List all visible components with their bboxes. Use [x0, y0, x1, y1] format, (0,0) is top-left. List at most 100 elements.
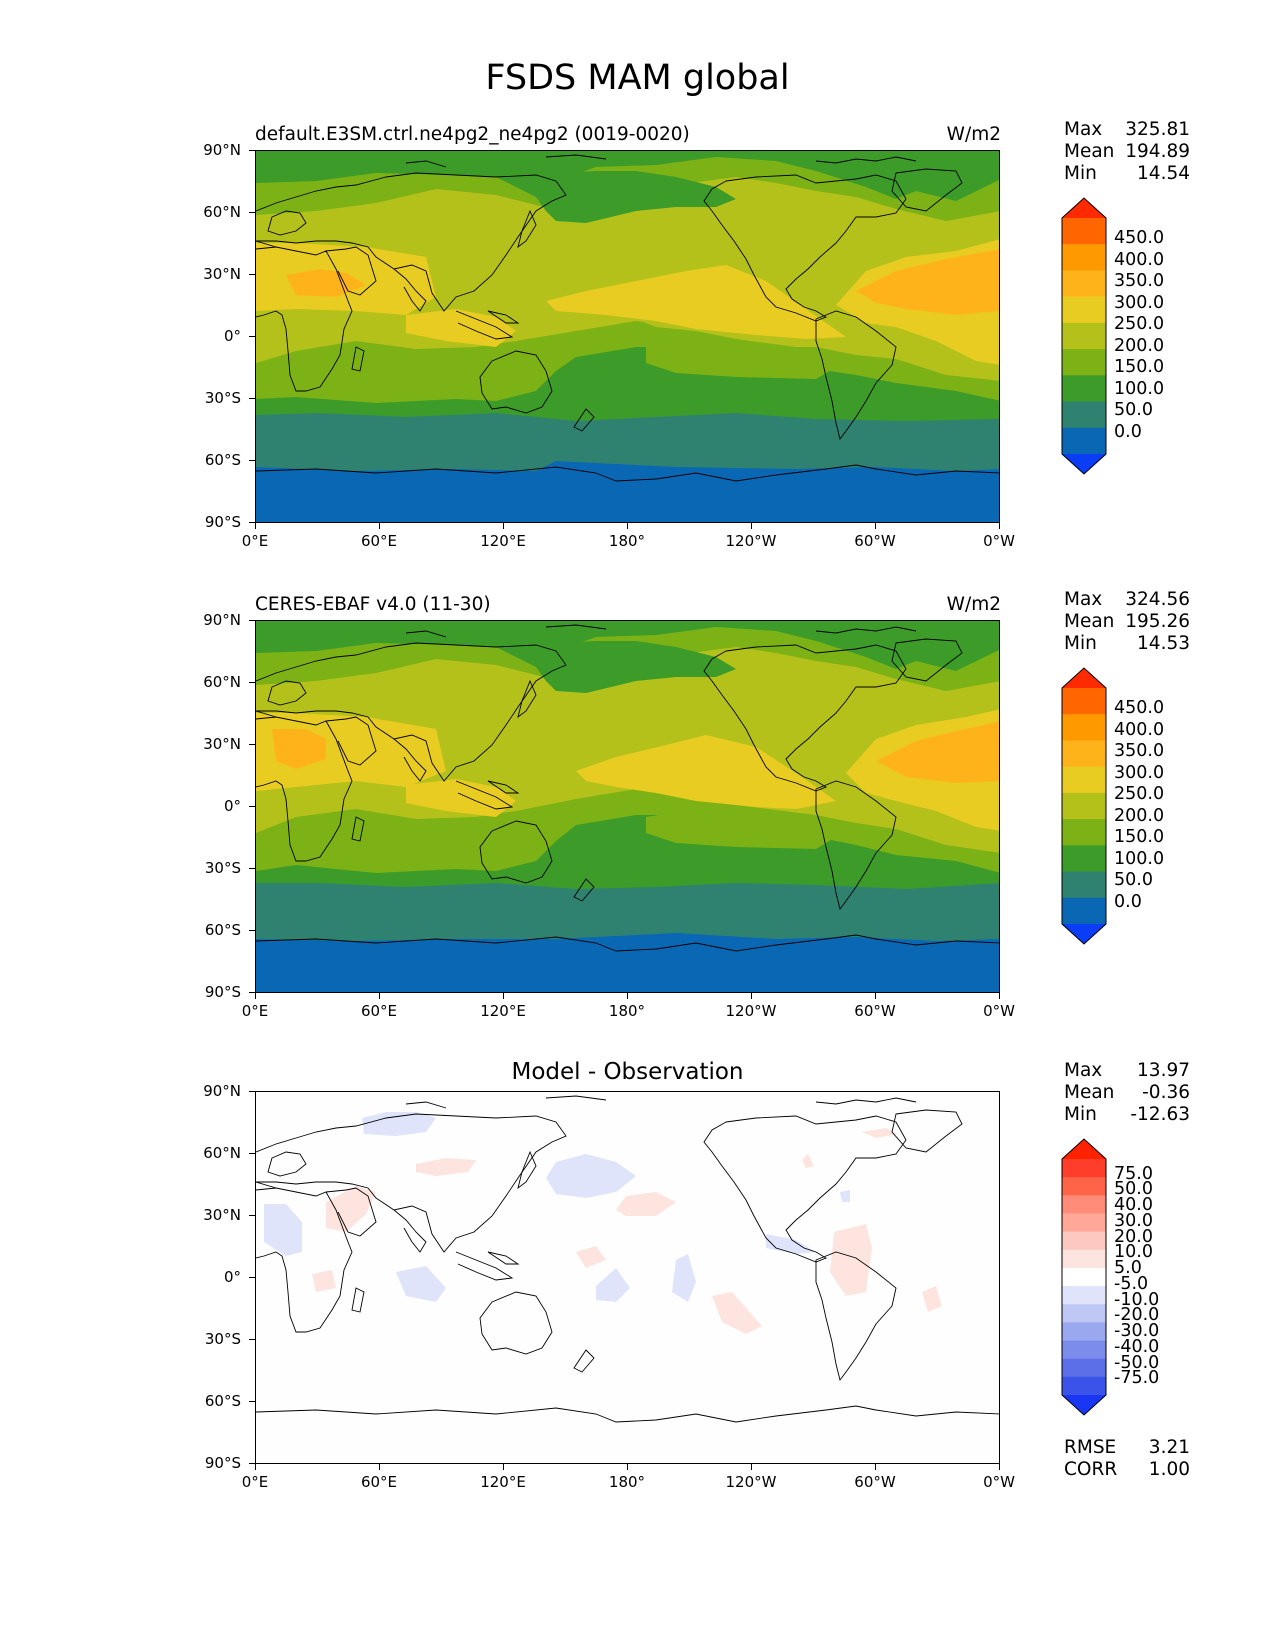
coastline	[267, 1151, 307, 1177]
lon-tick-label: 60°W	[854, 1002, 896, 1020]
coastline	[256, 1113, 567, 1253]
lat-tick-label: 60°N	[203, 1144, 241, 1162]
colorbar-segment	[1062, 819, 1106, 846]
stat-min: Min 14.54	[1064, 163, 1190, 185]
band-south-200	[646, 341, 836, 379]
stat-max: Max 324.56	[1064, 589, 1190, 611]
stat-min: Min 14.53	[1064, 633, 1190, 655]
colorbar-label: 400.0	[1114, 719, 1165, 740]
lon-tick	[875, 1464, 876, 1470]
lon-tick	[875, 993, 876, 999]
colorbar-segment	[1062, 792, 1106, 820]
lon-tick	[999, 523, 1000, 529]
colorbar-label: 250.0	[1114, 314, 1165, 335]
rmse-label: RMSE	[1064, 1437, 1117, 1458]
diff-pos-gr	[862, 1128, 898, 1138]
coastline	[405, 1101, 447, 1109]
lon-tick	[503, 1464, 504, 1470]
lon-tick	[999, 1464, 1000, 1470]
corr-value: 1.00	[1148, 1459, 1190, 1480]
coastline	[815, 626, 917, 634]
band-350-arabia	[272, 729, 326, 769]
colorbar-segment	[1062, 296, 1106, 324]
coastline	[517, 209, 537, 249]
lat-tick-label: 90°S	[204, 1454, 241, 1472]
colorbar-label: 300.0	[1114, 292, 1165, 313]
lat-tick-label: 60°N	[203, 673, 241, 691]
lon-tick-label: 0°W	[983, 1473, 1015, 1491]
coastline	[517, 679, 537, 719]
coastline	[517, 1150, 537, 1190]
coastline	[393, 738, 427, 782]
colorbar-segment	[1062, 1358, 1106, 1378]
colorbar-segment	[1062, 1249, 1106, 1269]
lat-tick	[249, 150, 255, 151]
stat-max: Max 13.97	[1064, 1060, 1190, 1082]
coastline	[487, 1251, 520, 1265]
colorbar-label: 40.0	[1114, 1195, 1153, 1216]
lat-tick	[249, 460, 255, 461]
corr-label: CORR	[1064, 1459, 1118, 1480]
coastline	[267, 210, 307, 236]
diff-neg-arctic	[362, 1112, 436, 1136]
band-300-pacific	[546, 265, 846, 339]
lat-tick-label: 30°N	[203, 265, 241, 283]
colorbar-label: 100.0	[1114, 848, 1165, 869]
lon-tick-label: 120°W	[725, 1473, 777, 1491]
lat-tick	[249, 1215, 255, 1216]
colorbar-label: 200.0	[1114, 805, 1165, 826]
stat-value: -0.36	[1142, 1082, 1190, 1103]
lon-tick-label: 0°W	[983, 532, 1015, 550]
panel-title: default.E3SM.ctrl.ne4pg2_ne4pg2 (0019-00…	[255, 124, 690, 145]
coastline	[256, 240, 277, 248]
stats-block: Max 13.97 Mean -0.36 Min -12.63	[1064, 1060, 1190, 1126]
coastline	[479, 350, 553, 414]
colorbar-segment	[1062, 244, 1106, 271]
coastline	[325, 246, 377, 296]
stat-value: 195.26	[1125, 611, 1190, 632]
lat-tick	[249, 992, 255, 993]
lat-tick-label: 90°N	[203, 141, 241, 159]
lat-tick	[249, 1277, 255, 1278]
coastline	[545, 154, 607, 160]
stat-value: 325.81	[1125, 119, 1190, 140]
diff-pos-atl	[922, 1286, 942, 1312]
lon-tick	[255, 523, 256, 529]
lon-tick	[627, 523, 628, 529]
coastlines	[256, 154, 999, 482]
stat-label: Max	[1064, 1060, 1103, 1081]
lat-tick	[249, 1339, 255, 1340]
band-north-green-pac	[536, 641, 736, 693]
lon-tick-label: 120°E	[480, 1002, 526, 1020]
lon-tick-label: 60°E	[360, 1002, 398, 1020]
band-300-indian	[406, 779, 516, 817]
coastline	[256, 934, 999, 952]
lat-tick-label: 90°S	[204, 513, 241, 531]
colorbar-segment	[1062, 740, 1106, 768]
colorbar-label: -20.0	[1114, 1305, 1160, 1326]
lat-tick-label: 30°S	[204, 859, 241, 877]
colorbar-outline	[1061, 197, 1107, 475]
colorbar-segment	[1062, 1231, 1106, 1251]
stat-label: Mean	[1064, 1082, 1115, 1103]
lat-tick	[249, 868, 255, 869]
stat-label: Max	[1064, 119, 1103, 140]
colorbar-label: 20.0	[1114, 1226, 1153, 1247]
colorbar-segment	[1062, 1322, 1106, 1342]
lat-tick	[249, 1091, 255, 1092]
lon-tick	[503, 523, 504, 529]
lon-tick-label: 180°	[608, 532, 646, 550]
coastlines	[256, 624, 999, 952]
lon-tick	[999, 993, 1000, 999]
colorbar-label: 200.0	[1114, 335, 1165, 356]
stat-mean: Mean 194.89	[1064, 141, 1190, 163]
coastline	[256, 716, 353, 862]
lat-tick-label: 0°	[223, 797, 241, 815]
lat-tick	[249, 930, 255, 931]
coastline	[455, 780, 514, 810]
stat-mean: Mean -0.36	[1064, 1082, 1190, 1104]
lon-tick-label: 60°W	[854, 532, 896, 550]
colorbar-extend-bottom	[1062, 1395, 1106, 1415]
lat-tick	[249, 336, 255, 337]
diff-map	[255, 1091, 1000, 1464]
